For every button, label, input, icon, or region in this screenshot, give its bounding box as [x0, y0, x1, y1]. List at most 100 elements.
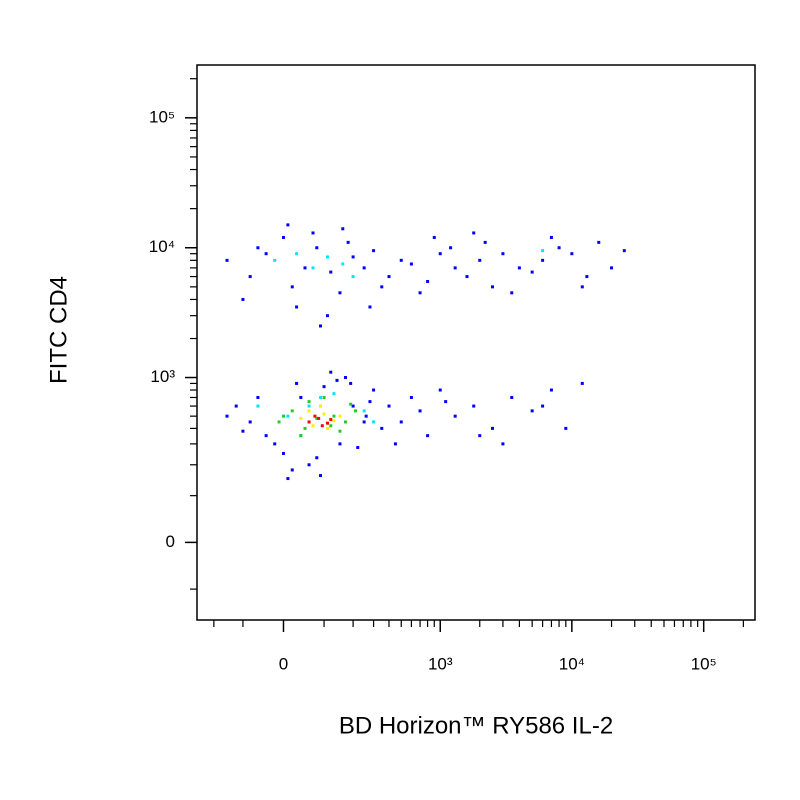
event-dot — [264, 252, 268, 256]
event-dot — [501, 442, 505, 446]
event-dot — [453, 414, 457, 418]
event-dot — [351, 275, 355, 279]
event-dot — [335, 378, 339, 382]
event-dot — [362, 420, 366, 424]
y-tick-label: 10⁵ — [149, 107, 175, 126]
event-dot — [329, 270, 333, 274]
event-dot — [344, 420, 348, 424]
event-dot — [295, 305, 299, 309]
event-dot — [372, 249, 376, 253]
event-dot — [349, 381, 353, 385]
event-dot — [295, 381, 299, 385]
event-dot — [483, 240, 487, 244]
event-dot — [315, 456, 319, 460]
event-dot — [307, 420, 311, 424]
event-dot — [438, 252, 442, 256]
event-dot — [317, 416, 321, 420]
event-dot — [564, 426, 568, 430]
event-dot — [356, 446, 360, 450]
event-dot — [329, 370, 333, 374]
event-dot — [234, 404, 238, 408]
y-axis-title: FITC CD4 — [45, 276, 72, 384]
event-dot — [372, 388, 376, 392]
event-dot — [530, 270, 534, 274]
event-dot — [549, 235, 553, 239]
event-dot — [322, 395, 326, 399]
event-dot — [372, 420, 376, 424]
event-dot — [344, 376, 348, 380]
event-dot — [325, 426, 329, 430]
event-dot — [341, 262, 345, 266]
event-dot — [557, 246, 561, 250]
event-dot — [290, 468, 294, 472]
x-tick-label: 10⁵ — [691, 654, 717, 673]
event-dot — [453, 266, 457, 270]
event-dot — [549, 388, 553, 392]
event-dot — [318, 324, 322, 328]
event-dot — [303, 266, 307, 270]
event-dot — [418, 409, 422, 413]
event-dot — [580, 381, 584, 385]
event-dot — [338, 429, 342, 433]
event-dot — [610, 266, 614, 270]
event-dot — [597, 240, 601, 244]
event-dot — [281, 235, 285, 239]
event-dot — [432, 235, 436, 239]
event-dot — [332, 392, 336, 396]
event-dot — [478, 434, 482, 438]
event-dot — [541, 249, 545, 253]
event-dot — [273, 258, 277, 262]
event-dot — [418, 291, 422, 295]
event-dot — [368, 400, 372, 404]
x-tick-label: 0 — [279, 654, 288, 673]
event-dot — [570, 252, 574, 256]
event-dot — [362, 266, 366, 270]
event-dot — [325, 421, 329, 425]
event-dot — [393, 442, 397, 446]
event-dot — [472, 231, 476, 235]
event-dot — [307, 463, 311, 467]
event-dot — [322, 412, 326, 416]
event-dot — [409, 262, 413, 266]
event-dot — [303, 426, 307, 430]
event-dot — [478, 258, 482, 262]
event-dot — [387, 404, 391, 408]
event-dot — [332, 419, 336, 423]
event-dot — [290, 285, 294, 289]
event-dot — [510, 395, 514, 399]
event-dot — [311, 424, 315, 428]
event-dot — [351, 255, 355, 259]
event-dot — [501, 252, 505, 256]
event-dot — [256, 404, 260, 408]
event-dot — [510, 291, 514, 295]
event-dot — [399, 258, 403, 262]
event-dot — [318, 474, 322, 478]
event-dot — [362, 409, 366, 413]
event-dot — [241, 297, 245, 301]
event-dot — [248, 420, 252, 424]
event-dot — [530, 409, 534, 413]
event-dot — [281, 451, 285, 455]
event-dot — [329, 418, 333, 422]
event-dot — [320, 424, 324, 428]
event-dot — [322, 385, 326, 389]
event-dot — [241, 429, 245, 433]
event-dot — [325, 314, 329, 318]
event-dot — [332, 414, 336, 418]
x-tick-label: 10³ — [428, 654, 453, 673]
event-dot — [349, 402, 353, 406]
event-dot — [364, 414, 368, 418]
event-dot — [248, 275, 252, 279]
event-dot — [338, 291, 342, 295]
event-dot — [341, 227, 345, 231]
event-dot — [311, 231, 315, 235]
event-dot — [311, 266, 315, 270]
event-dot — [273, 442, 277, 446]
event-dot — [438, 388, 442, 392]
event-dot — [318, 395, 322, 399]
event-dot — [315, 246, 319, 250]
event-dot — [281, 414, 285, 418]
event-dot — [225, 258, 229, 262]
event-dot — [307, 409, 311, 413]
event-dot — [387, 275, 391, 279]
